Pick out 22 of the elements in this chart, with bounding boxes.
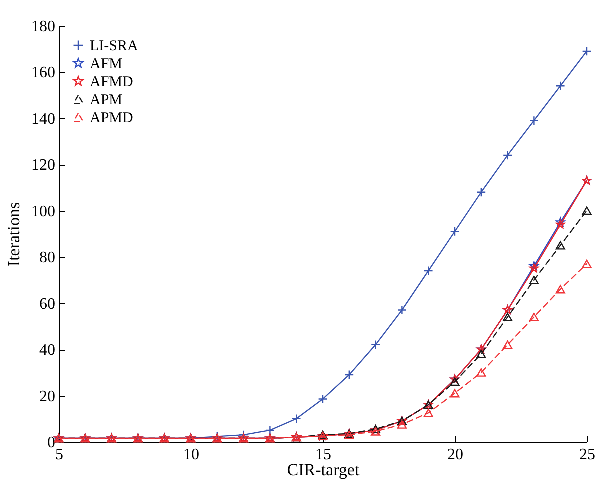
x-tick-label: 20 <box>448 446 464 464</box>
legend-label: LI-SRA <box>90 38 138 54</box>
x-tick-label: 10 <box>184 446 200 464</box>
x-tick-label: 15 <box>316 446 332 464</box>
y-tick-label: 0 <box>48 434 56 452</box>
y-tick-label: 40 <box>40 342 56 360</box>
legend-label: AFM <box>90 56 123 72</box>
legend-label: APMD <box>90 110 134 126</box>
y-tick-label: 60 <box>40 296 56 313</box>
legend-label: AFMD <box>90 74 134 90</box>
y-tick-label: 160 <box>32 64 56 82</box>
y-tick-label: 120 <box>32 157 56 174</box>
y-tick-label: 20 <box>40 388 56 406</box>
y-tick-label: 180 <box>32 18 56 36</box>
y-tick-label: 80 <box>40 250 56 267</box>
y-axis-title: Iterations <box>4 202 24 267</box>
x-tick-label: 5 <box>56 446 64 464</box>
legend-label: APM <box>90 92 123 108</box>
y-tick-label: 100 <box>32 203 56 220</box>
x-axis-title: CIR-target <box>287 460 360 480</box>
y-tick-label: 140 <box>32 110 56 128</box>
x-tick-label: 25 <box>580 446 596 464</box>
